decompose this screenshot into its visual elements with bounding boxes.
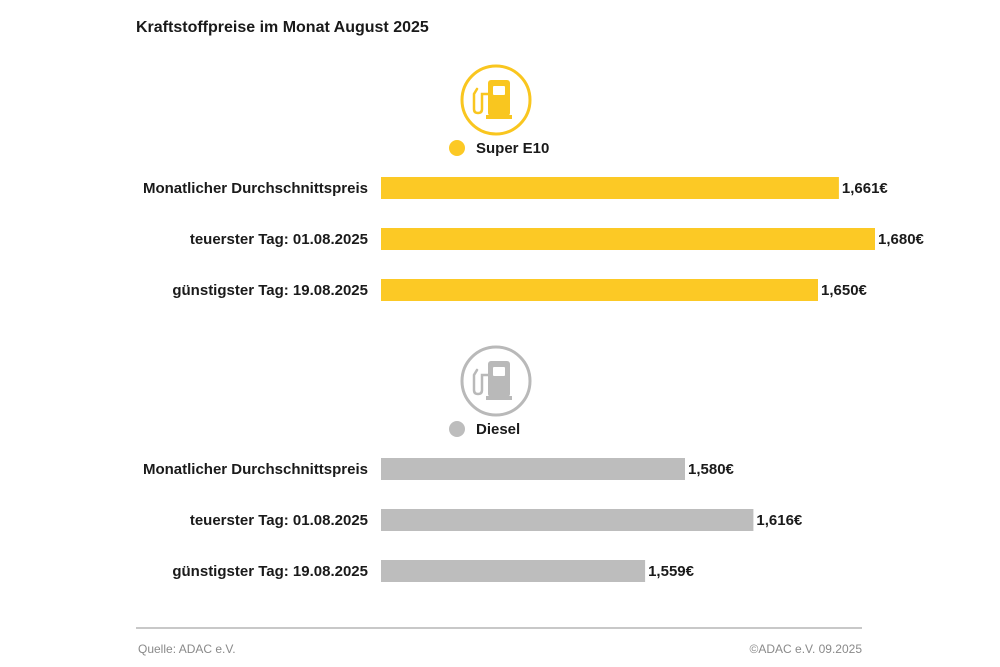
- fuel-pump-icon: [460, 345, 532, 417]
- series-group-0: Super E10 Monatlicher Durchschnittspreis 1…: [143, 64, 925, 301]
- series-group-1: Diesel Monatlicher Durchschnittspreis 1,58…: [143, 345, 803, 582]
- category-label: teuerster Tag: 01.08.2025: [190, 231, 368, 248]
- fuel-pump-icon: [460, 64, 532, 136]
- chart-title: Kraftstoffpreise im Monat August 2025: [136, 19, 429, 36]
- copyright-note: ©ADAC e.V. 09.2025: [749, 642, 862, 656]
- category-label: Monatlicher Durchschnittspreis: [143, 461, 368, 478]
- category-label: Monatlicher Durchschnittspreis: [143, 180, 368, 197]
- footer-divider: [136, 627, 862, 629]
- legend-marker: [449, 140, 465, 156]
- bar: [381, 458, 685, 480]
- category-label: günstigster Tag: 19.08.2025: [172, 282, 368, 299]
- category-label: teuerster Tag: 01.08.2025: [190, 512, 368, 529]
- value-label: 1,680€: [878, 231, 925, 248]
- bar: [381, 177, 839, 199]
- category-label: günstigster Tag: 19.08.2025: [172, 563, 368, 580]
- value-label: 1,661€: [842, 180, 889, 197]
- source-note: Quelle: ADAC e.V.: [138, 642, 236, 656]
- value-label: 1,616€: [756, 512, 803, 529]
- bar: [381, 560, 646, 582]
- value-label: 1,650€: [821, 282, 868, 299]
- legend-marker: [449, 421, 465, 437]
- bar: [381, 279, 818, 301]
- legend-label: Diesel: [476, 421, 520, 438]
- bar: [381, 509, 754, 531]
- bar: [381, 228, 875, 250]
- value-label: 1,580€: [688, 461, 735, 478]
- legend-label: Super E10: [476, 140, 549, 157]
- value-label: 1,559€: [648, 563, 695, 580]
